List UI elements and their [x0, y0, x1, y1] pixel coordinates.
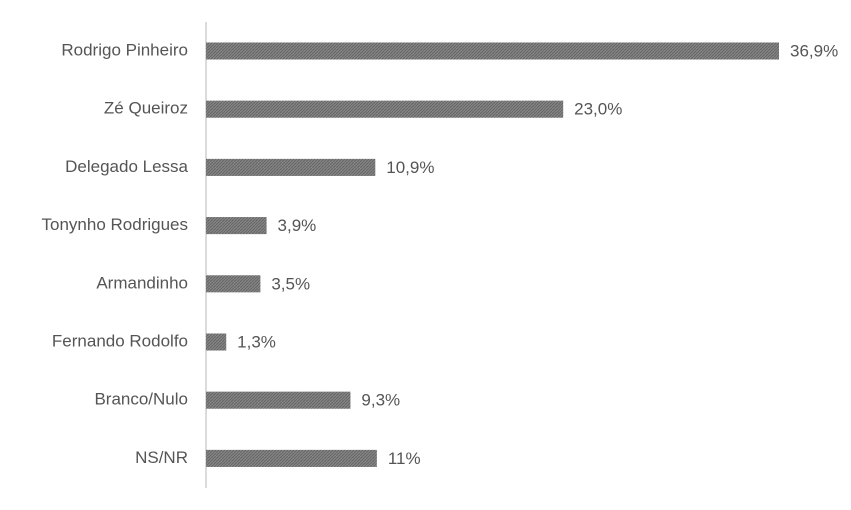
category-label: NS/NR: [135, 448, 188, 467]
bar: [206, 333, 227, 351]
category-label: Zé Queiroz: [104, 99, 188, 118]
value-label: 9,3%: [361, 391, 400, 410]
bar-tint: [206, 217, 267, 235]
bar: [206, 391, 351, 409]
value-label: 1,3%: [237, 332, 276, 351]
bar-tint: [206, 449, 377, 467]
category-label: Branco/Nulo: [94, 390, 188, 409]
bar: [206, 100, 564, 118]
bar: [206, 42, 779, 60]
value-label: 10,9%: [386, 158, 434, 177]
bar-tint: [206, 333, 227, 351]
value-label: 3,9%: [278, 216, 317, 235]
category-label: Fernando Rodolfo: [52, 331, 188, 350]
category-label: Tonynho Rodrigues: [42, 215, 188, 234]
bar-tint: [206, 158, 376, 176]
bar-tint: [206, 391, 351, 409]
value-label: 23,0%: [574, 100, 622, 119]
bar: [206, 275, 261, 293]
value-label: 36,9%: [790, 41, 838, 60]
bar: [206, 217, 267, 235]
value-label: 11%: [388, 449, 421, 468]
bar: [206, 449, 377, 467]
bar-tint: [206, 275, 261, 293]
bar-tint: [206, 100, 564, 118]
value-label: 3,5%: [271, 274, 310, 293]
category-label: Delegado Lessa: [65, 157, 188, 176]
bar: [206, 158, 376, 176]
bar-tint: [206, 42, 779, 60]
category-label: Rodrigo Pinheiro: [61, 40, 188, 59]
category-label: Armandinho: [96, 273, 188, 292]
